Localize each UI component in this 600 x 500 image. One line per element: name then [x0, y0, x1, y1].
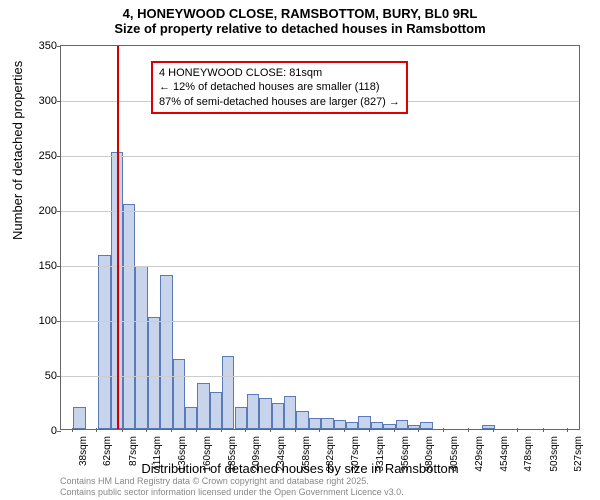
- callout-line-2: ← 12% of detached houses are smaller (11…: [159, 80, 400, 94]
- callout-box: 4 HONEYWOOD CLOSE: 81sqm ← 12% of detach…: [151, 61, 408, 114]
- x-tick-mark: [295, 428, 296, 432]
- y-axis-label: Number of detached properties: [10, 61, 25, 240]
- x-tick-mark: [96, 428, 97, 432]
- histogram-bar: [123, 204, 135, 430]
- x-axis-label: Distribution of detached houses by size …: [0, 461, 600, 476]
- histogram-bar: [321, 418, 333, 429]
- x-tick-mark: [394, 428, 395, 432]
- histogram-bar: [420, 422, 432, 429]
- histogram-bar: [222, 356, 234, 429]
- x-tick-mark: [443, 428, 444, 432]
- y-tick-mark: [57, 101, 61, 102]
- y-tick-label: 350: [39, 40, 57, 52]
- x-tick-mark: [221, 428, 222, 432]
- histogram-bar: [148, 317, 160, 429]
- y-tick-label: 200: [39, 205, 57, 217]
- credits-line-1: Contains HM Land Registry data © Crown c…: [60, 476, 404, 487]
- y-tick-mark: [57, 46, 61, 47]
- chart-container: 4, HONEYWOOD CLOSE, RAMSBOTTOM, BURY, BL…: [0, 0, 600, 500]
- callout-line-3: 87% of semi-detached houses are larger (…: [159, 95, 400, 109]
- y-tick-label: 300: [39, 95, 57, 107]
- x-tick-mark: [245, 428, 246, 432]
- histogram-bar: [173, 359, 185, 429]
- histogram-bar: [210, 392, 222, 429]
- y-tick-mark: [57, 156, 61, 157]
- x-tick-mark: [493, 428, 494, 432]
- callout-line-1: 4 HONEYWOOD CLOSE: 81sqm: [159, 66, 400, 80]
- x-tick-mark: [196, 428, 197, 432]
- x-tick-mark: [418, 428, 419, 432]
- histogram-bar: [98, 255, 110, 429]
- grid-line: [61, 266, 579, 267]
- histogram-bar: [135, 266, 147, 429]
- plot-area: 4 HONEYWOOD CLOSE: 81sqm ← 12% of detach…: [60, 45, 580, 430]
- x-tick-mark: [319, 428, 320, 432]
- x-tick-mark: [146, 428, 147, 432]
- grid-line: [61, 156, 579, 157]
- histogram-bar: [396, 420, 408, 429]
- y-tick-label: 150: [39, 260, 57, 272]
- x-tick-mark: [543, 428, 544, 432]
- x-tick-mark: [122, 428, 123, 432]
- y-tick-mark: [57, 321, 61, 322]
- title-line-2: Size of property relative to detached ho…: [0, 21, 600, 36]
- x-tick-mark: [344, 428, 345, 432]
- title-line-1: 4, HONEYWOOD CLOSE, RAMSBOTTOM, BURY, BL…: [0, 0, 600, 21]
- grid-line: [61, 376, 579, 377]
- histogram-bar: [247, 394, 259, 429]
- histogram-bar: [160, 275, 172, 429]
- histogram-bar: [296, 411, 308, 429]
- y-tick-label: 100: [39, 315, 57, 327]
- x-tick-mark: [270, 428, 271, 432]
- x-tick-mark: [369, 428, 370, 432]
- histogram-bar: [346, 422, 358, 429]
- x-tick-mark: [468, 428, 469, 432]
- histogram-bar: [284, 396, 296, 429]
- histogram-bar: [185, 407, 197, 429]
- histogram-bar: [272, 403, 284, 429]
- y-tick-mark: [57, 266, 61, 267]
- y-tick-label: 250: [39, 150, 57, 162]
- histogram-bar: [371, 422, 383, 429]
- y-tick-mark: [57, 211, 61, 212]
- y-tick-mark: [57, 376, 61, 377]
- histogram-bar: [197, 383, 209, 429]
- y-tick-label: 50: [45, 370, 57, 382]
- x-tick-mark: [517, 428, 518, 432]
- grid-line: [61, 211, 579, 212]
- x-tick-mark: [171, 428, 172, 432]
- credits: Contains HM Land Registry data © Crown c…: [60, 476, 404, 498]
- y-tick-label: 0: [51, 425, 57, 437]
- histogram-bar: [235, 407, 247, 429]
- histogram-bar: [73, 407, 85, 429]
- grid-line: [61, 321, 579, 322]
- histogram-bar: [259, 398, 271, 429]
- reference-line: [117, 46, 119, 429]
- x-tick-mark: [567, 428, 568, 432]
- credits-line-2: Contains public sector information licen…: [60, 487, 404, 498]
- x-tick-mark: [72, 428, 73, 432]
